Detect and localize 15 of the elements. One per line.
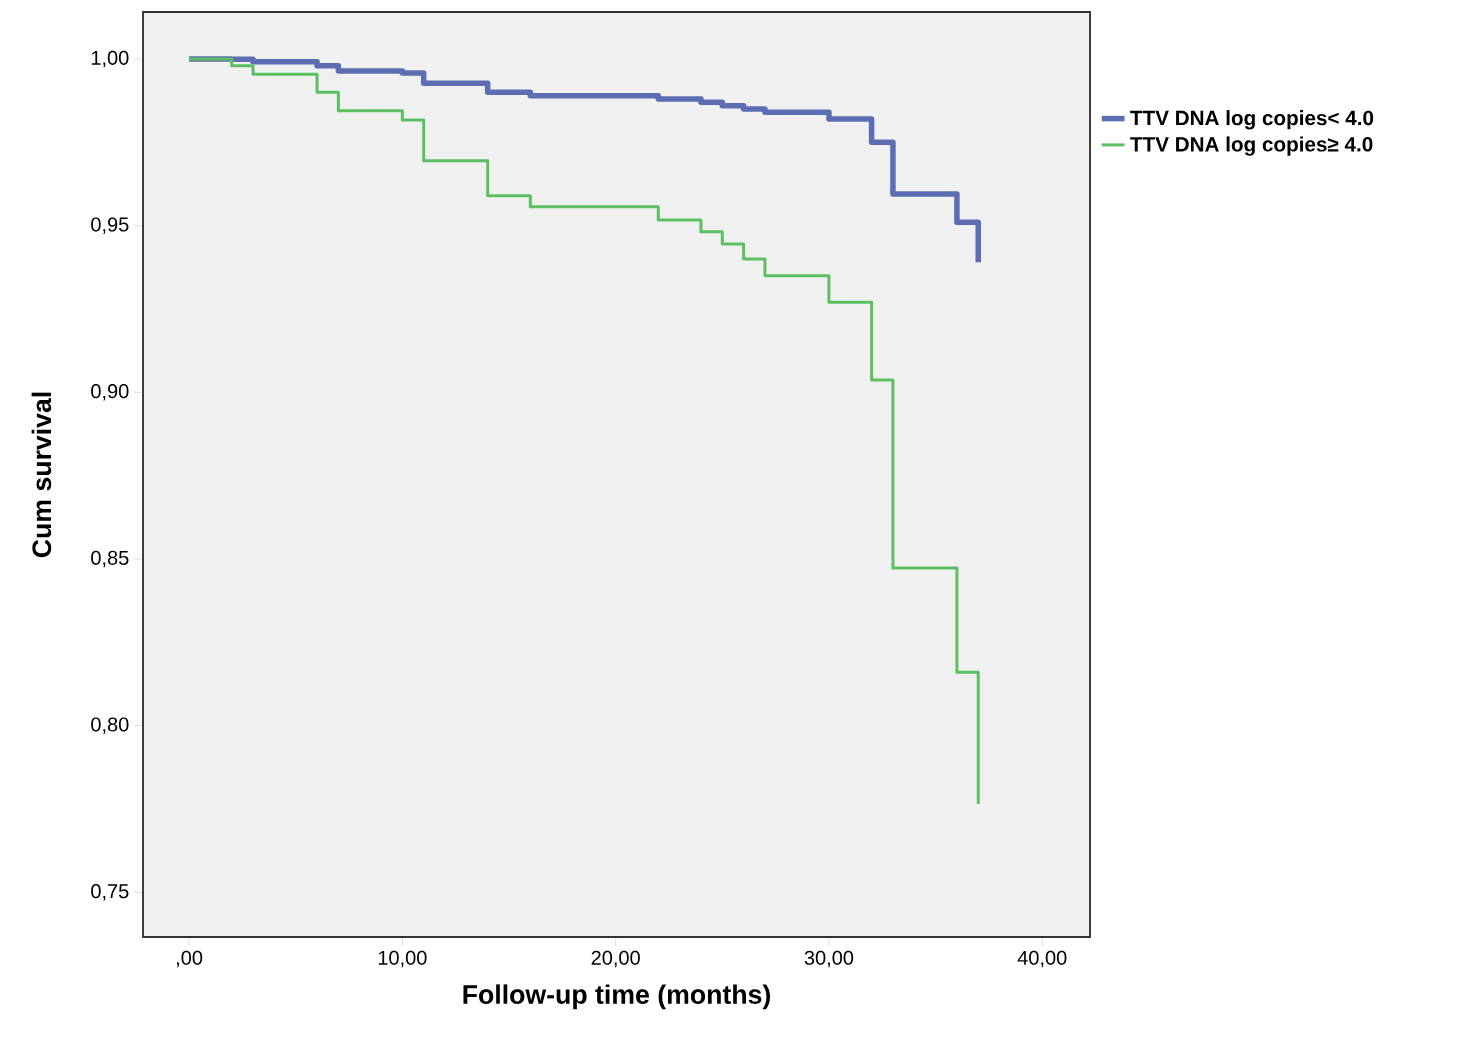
legend-label: TTV DNA log copies≥ 4.0 (1130, 136, 1373, 156)
x-tick-label: 40,00 (1017, 950, 1067, 968)
y-tick-label: 0,95 (91, 217, 129, 234)
x-axis-title: Follow-up time (months) (463, 984, 770, 1010)
y-tick-label: 1,00 (91, 50, 129, 68)
y-tick-label: 0,75 (91, 884, 129, 901)
x-tick-label: ,00 (176, 950, 203, 968)
legend-label: TTV DNA log copies< 4.0 (1130, 110, 1374, 130)
x-tick-label: 10,00 (378, 950, 427, 968)
y-axis-title: Cum survival (31, 392, 52, 558)
y-tick-label: 0,85 (91, 550, 129, 568)
x-tick-label: 20,00 (591, 950, 640, 968)
x-tick-label: 30,00 (804, 950, 854, 968)
y-tick-label: 0,80 (91, 717, 129, 734)
y-tick-label: 0,90 (91, 384, 129, 401)
